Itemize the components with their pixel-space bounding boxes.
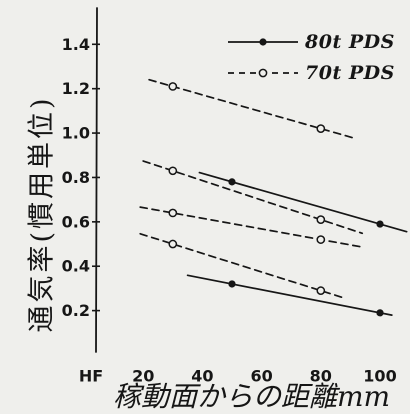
series-1-point-1 xyxy=(168,82,178,91)
legend-marker-1 xyxy=(259,38,267,46)
series-2-point-2 xyxy=(316,215,326,224)
y-tick-label-0.4: 0.4 xyxy=(62,257,90,276)
x-axis-title: 稼動面からの距離mm xyxy=(113,380,390,413)
y-tick-label-0.6: 0.6 xyxy=(62,212,90,231)
series-layer xyxy=(139,78,408,317)
x-tick-label-HF: HF xyxy=(79,367,103,386)
y-tick-label-1.4: 1.4 xyxy=(62,35,90,54)
series-1-point-2 xyxy=(316,124,326,133)
series-3-point-1 xyxy=(168,208,178,218)
series-4-point-2 xyxy=(316,286,326,295)
x-tick-label-20: 20 xyxy=(132,367,154,386)
x-tick-label-80: 80 xyxy=(310,367,332,386)
legend-entry-1: 80t PDS xyxy=(228,31,395,53)
x-tick-label-100: 100 xyxy=(363,367,396,386)
series-6-line xyxy=(186,274,393,316)
series-4-point-1 xyxy=(168,239,178,249)
series-6-point-1 xyxy=(228,280,236,288)
series-5-point-1 xyxy=(228,178,236,186)
x-tick-label-60: 60 xyxy=(250,367,272,386)
series-4 xyxy=(139,232,343,299)
series-6-point-2 xyxy=(376,309,384,317)
series-3-point-2 xyxy=(316,235,326,244)
y-axis-line xyxy=(95,7,98,353)
legend-label-2: 70t PDS xyxy=(305,62,395,84)
legend-marker-2 xyxy=(258,68,268,78)
legend-entry-2: 70t PDS xyxy=(228,62,395,84)
series-2-point-1 xyxy=(168,166,178,176)
y-tick-label-0.2: 0.2 xyxy=(62,301,90,320)
legend-label-1: 80t PDS xyxy=(304,31,395,53)
series-1 xyxy=(148,78,358,140)
y-tick-label-1.0: 1.0 xyxy=(62,124,90,143)
series-5-point-2 xyxy=(376,220,384,228)
series-2-line xyxy=(142,160,364,235)
y-axis-title: 通気率(慣用単位) xyxy=(27,95,58,332)
axes: 0.2 0.4 0.6 0.8 1.0 1.2 1.4 HF 20 40 60 80 100 xyxy=(62,7,397,386)
series-3-line xyxy=(139,206,364,248)
series-3 xyxy=(139,206,364,248)
y-tick-label-0.8: 0.8 xyxy=(62,168,90,187)
legend: 80t PDS 70t PDS xyxy=(228,31,395,84)
series-6 xyxy=(186,274,393,317)
y-tick-label-1.2: 1.2 xyxy=(62,79,90,98)
series-2 xyxy=(142,160,364,235)
series-5 xyxy=(198,171,408,233)
x-tick-label-40: 40 xyxy=(191,367,213,386)
